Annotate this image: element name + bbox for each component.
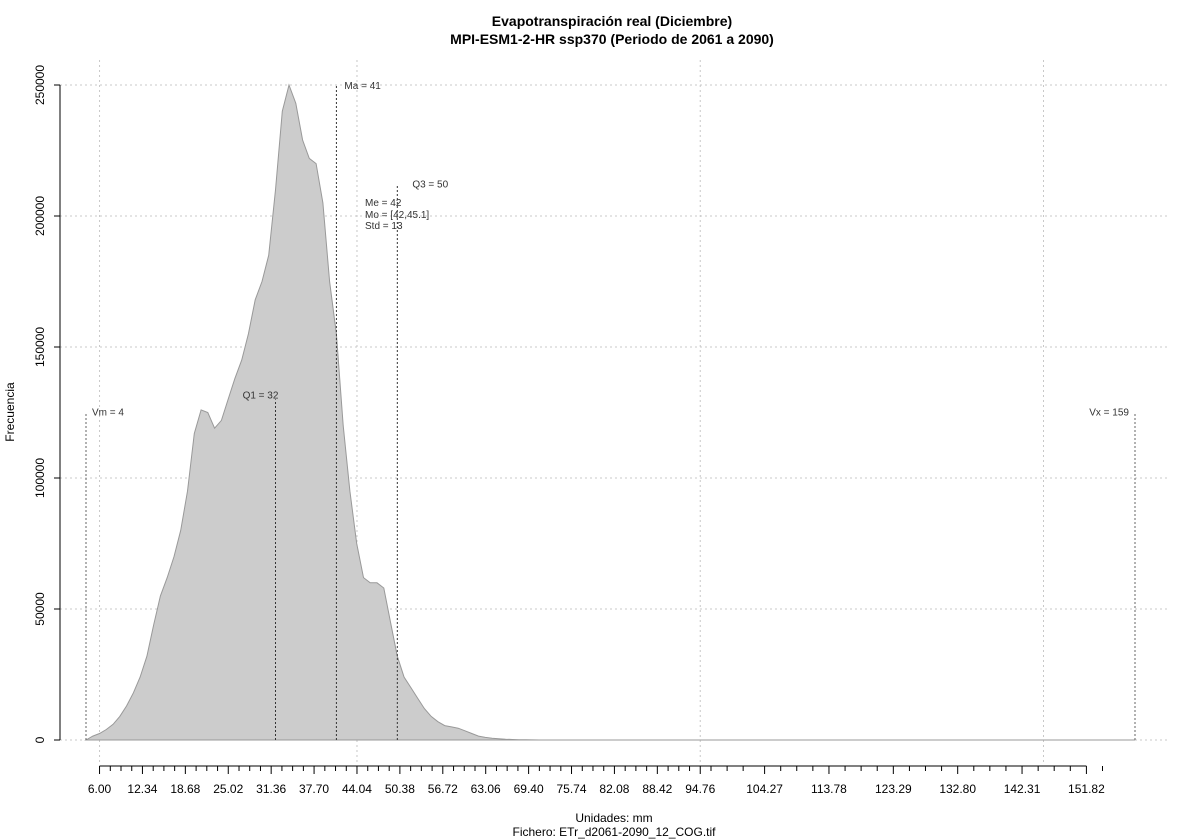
x-tick-label: 6.00 — [88, 782, 112, 796]
x-tick-label: 75.74 — [557, 782, 587, 796]
x-axis-label: Unidades: mm — [575, 811, 652, 825]
y-tick-label: 0 — [33, 736, 47, 743]
marker-label-vx: Vx = 159 — [1089, 408, 1129, 419]
density-curve — [84, 83, 1135, 741]
x-tick-label: 151.82 — [1068, 782, 1105, 796]
x-tick-label: 25.02 — [213, 782, 243, 796]
y-tick-label: 150000 — [33, 327, 47, 367]
x-tick-label: 82.08 — [599, 782, 629, 796]
y-tick-label: 50000 — [33, 592, 47, 626]
y-axis-label: Frecuencia — [3, 382, 17, 442]
x-tick-label: 132.80 — [939, 782, 976, 796]
x-tick-label: 142.31 — [1004, 782, 1041, 796]
x-tick-label: 12.34 — [127, 782, 157, 796]
stats-std: Std = 13 — [365, 221, 403, 232]
y-tick-label: 250000 — [33, 65, 47, 105]
x-tick-label: 50.38 — [385, 782, 415, 796]
y-tick-label: 200000 — [33, 196, 47, 236]
x-tick-label: 63.06 — [471, 782, 501, 796]
stats-mode: Mo = [42,45.1] — [365, 210, 429, 221]
stat-markers: Vm = 4 Q1 = 32 Ma = 41 Q3 = 50 Vx = 159 — [85, 81, 1136, 740]
marker-label-q1: Q1 = 32 — [243, 390, 279, 401]
chart-subtitle: MPI-ESM1-2-HR ssp370 (Periodo de 2061 a … — [450, 31, 774, 47]
x-tick-label: 31.36 — [256, 782, 286, 796]
x-tick-label: 104.27 — [746, 782, 783, 796]
density-area — [84, 83, 1135, 741]
x-tick-label: 37.70 — [299, 782, 329, 796]
x-tick-label: 56.72 — [428, 782, 458, 796]
x-tick-label: 18.68 — [170, 782, 200, 796]
chart-title: Evapotranspiración real (Diciembre) — [492, 13, 732, 29]
x-tick-label: 113.78 — [811, 782, 847, 796]
x-tick-label: 123.29 — [875, 782, 912, 796]
x-axis: 6.00 12.34 18.68 25.02 31.36 37.70 44.04 50.38 5… — [88, 765, 1105, 796]
x-tick-label: 94.76 — [685, 782, 715, 796]
stats-median: Me = 42 — [365, 198, 402, 209]
footer-filename: Fichero: ETr_d2061-2090_12_COG.tif — [513, 825, 717, 839]
marker-label-ma: Ma = 41 — [344, 81, 381, 92]
y-axis: 0 50000 100000 150000 200000 250000 — [33, 65, 61, 743]
marker-label-vm: Vm = 4 — [92, 408, 124, 419]
x-tick-label: 88.42 — [642, 782, 672, 796]
x-tick-label: 44.04 — [342, 782, 372, 796]
y-tick-label: 100000 — [33, 458, 47, 498]
marker-label-q3: Q3 = 50 — [412, 180, 448, 191]
x-tick-label: 69.40 — [514, 782, 544, 796]
